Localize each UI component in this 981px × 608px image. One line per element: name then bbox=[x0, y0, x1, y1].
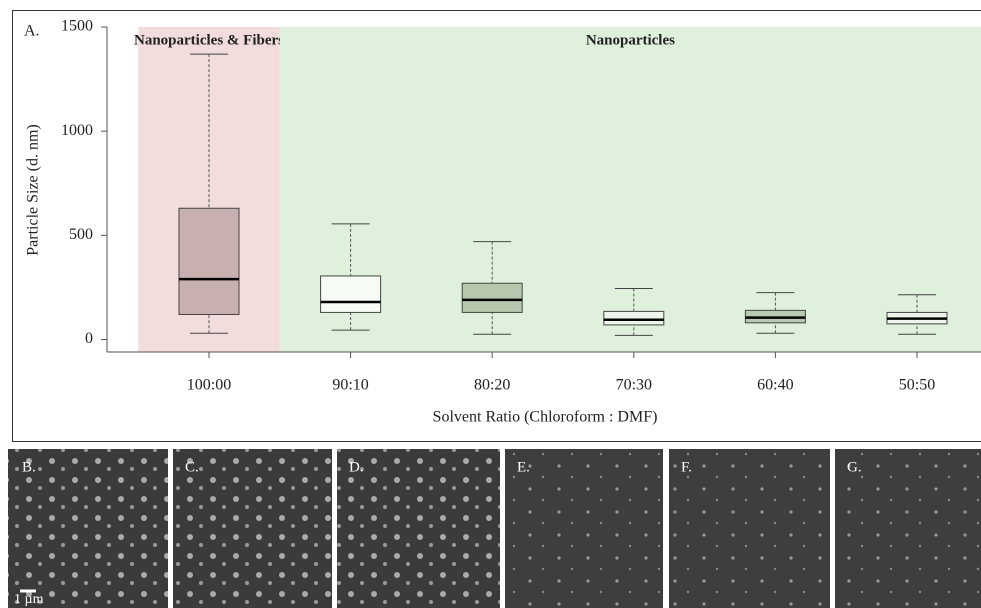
region bbox=[280, 27, 981, 352]
panel-letter: C. bbox=[185, 459, 199, 475]
panel-letter: G. bbox=[847, 459, 862, 475]
y-tick-label: 1000 bbox=[61, 122, 93, 139]
panel-letter: E. bbox=[517, 459, 530, 475]
page: Nanoparticles & Fibers Nanoparticles 0 500 1… bbox=[0, 0, 981, 608]
x-tick-label: 90:10 bbox=[332, 377, 368, 394]
box bbox=[604, 311, 664, 325]
panel-letter: D. bbox=[349, 459, 364, 475]
box bbox=[179, 208, 239, 314]
panel-letter: F. bbox=[681, 459, 692, 475]
region-label: Nanoparticles bbox=[586, 32, 675, 48]
box bbox=[462, 283, 522, 312]
box bbox=[321, 276, 381, 312]
sem-image bbox=[669, 449, 830, 608]
x-tick-label: 60:40 bbox=[757, 377, 793, 394]
x-tick-label: 50:50 bbox=[899, 377, 935, 394]
scale-bar-label: 1 µm bbox=[14, 592, 44, 607]
y-tick-label: 0 bbox=[85, 330, 93, 347]
sem-images: 1 µm bbox=[8, 449, 981, 608]
x-tick-label: 80:20 bbox=[474, 377, 510, 394]
y-tick-label: 500 bbox=[69, 226, 93, 243]
x-tick-label: 70:30 bbox=[616, 377, 652, 394]
x-tick-label: 100:00 bbox=[187, 377, 231, 394]
plot: Nanoparticles & Fibers Nanoparticles 0 500 1… bbox=[61, 18, 981, 394]
x-axis-label: Solvent Ratio (Chloroform : DMF) bbox=[433, 409, 658, 426]
y-axis-label: Particle Size (d. nm) bbox=[25, 124, 42, 256]
panel-label: A. bbox=[24, 23, 40, 40]
panel-letter: B. bbox=[22, 459, 36, 475]
y-tick-label: 1500 bbox=[61, 18, 93, 35]
figure: Nanoparticles & Fibers Nanoparticles 0 500 1… bbox=[0, 0, 981, 608]
region-label: Nanoparticles & Fibers bbox=[134, 32, 284, 48]
